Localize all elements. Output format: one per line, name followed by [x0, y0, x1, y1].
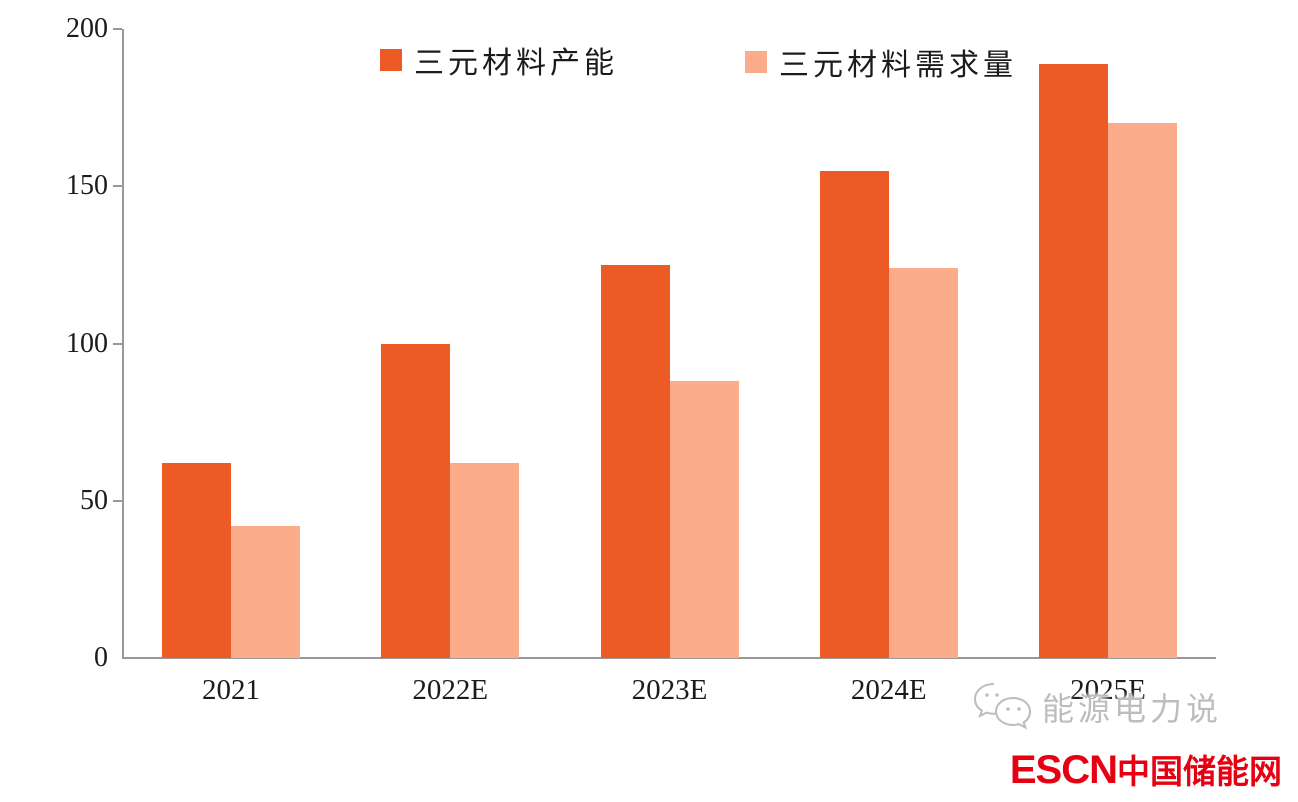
y-tick-label-100: 100 — [66, 327, 108, 359]
legend-swatch-demand — [745, 51, 767, 73]
x-tick-label-2023E: 2023E — [631, 674, 708, 706]
bar-demand-2022E — [450, 463, 520, 658]
bar-demand-2024E — [888, 268, 958, 658]
y-tick-mark-100 — [113, 342, 122, 345]
y-tick-label-150: 150 — [66, 170, 108, 202]
bar-capacity-2025E — [1039, 63, 1108, 658]
x-tick-label-2024E: 2024E — [850, 674, 927, 706]
escn-logo-chinese: 中国储能网 — [1117, 752, 1282, 791]
y-tick-label-50: 50 — [80, 484, 108, 516]
bar-demand-2021 — [231, 525, 300, 658]
wechat-icon — [973, 683, 1032, 730]
watermark-text: 能源电力说 — [1042, 690, 1223, 728]
bar-capacity-2021 — [162, 463, 231, 658]
x-tick-label-2022E: 2022E — [412, 674, 489, 706]
watermark: 能源电力说 — [972, 680, 1222, 734]
y-tick-mark-150 — [113, 185, 122, 188]
bar-demand-2025E — [1108, 123, 1177, 658]
legend-swatch-capacity — [380, 49, 402, 71]
legend-item-demand: 三元材料需求量 — [745, 40, 1017, 84]
bar-capacity-2024E — [819, 170, 889, 658]
legend-item-capacity: 三元材料产能 — [380, 38, 618, 82]
bar-capacity-2022E — [381, 343, 451, 658]
bar-demand-2023E — [669, 381, 739, 658]
y-axis-line — [122, 29, 124, 658]
y-tick-mark-50 — [113, 499, 122, 502]
y-tick-label-200: 200 — [66, 13, 108, 44]
escn-logo-latin: ESCN — [1009, 748, 1118, 792]
y-tick-mark-200 — [113, 28, 122, 30]
bar-capacity-2023E — [600, 264, 670, 658]
y-tick-label-0: 0 — [94, 642, 108, 673]
x-tick-label-2025E: 2025E — [1070, 674, 1146, 706]
legend-label-demand: 三元材料需求量 — [779, 48, 1017, 83]
escn-logo: ESCN 中国储能网 — [1010, 748, 1282, 794]
x-axis-line — [122, 657, 1216, 659]
x-tick-label-2021: 2021 — [202, 674, 260, 706]
legend-label-capacity: 三元材料产能 — [414, 46, 618, 81]
